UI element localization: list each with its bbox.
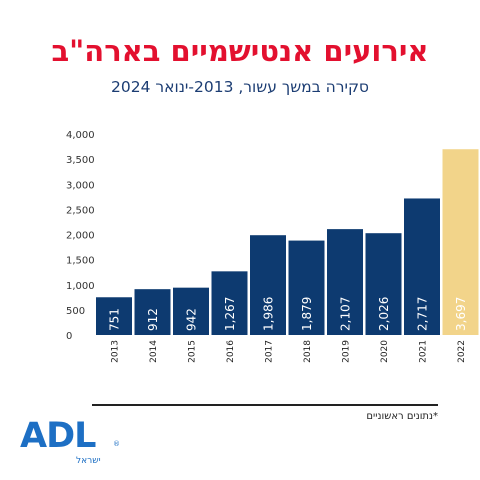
bar (327, 229, 363, 335)
bar (250, 235, 286, 335)
bar-value-label: 942 (184, 308, 198, 331)
adl-logo: ADL ® ישראל (20, 418, 130, 470)
y-tick-label: 1,000 (66, 281, 95, 292)
y-tick-label: 2,000 (66, 231, 95, 242)
bar-value-label: 2,107 (338, 297, 352, 331)
x-tick-label: 2022 (457, 340, 467, 363)
footer-divider (92, 404, 438, 406)
logo-subtitle: ישראל (76, 456, 101, 466)
bar-value-label: 1,267 (223, 297, 237, 331)
y-tick-label: 3,500 (66, 155, 95, 166)
x-tick-label: 2014 (149, 340, 159, 363)
y-tick-label: 500 (66, 306, 85, 317)
bar-value-label: 3,697 (454, 297, 468, 331)
bar (288, 240, 325, 335)
y-tick-label: 2,500 (66, 205, 95, 216)
y-tick-label: 0 (66, 331, 72, 342)
logo-text: ADL (20, 416, 96, 456)
bar-value-label: 1,879 (300, 297, 314, 331)
y-tick-label: 1,500 (66, 256, 95, 267)
bar (173, 287, 209, 335)
bar-value-label: 1,986 (261, 297, 275, 331)
footnote: *נתונים ראשוניים (366, 411, 438, 422)
bar (442, 149, 479, 335)
bar (96, 297, 132, 335)
bar-value-label: 2,026 (377, 297, 391, 331)
x-tick-label: 2020 (380, 340, 390, 363)
bar-value-label: 2,717 (415, 297, 429, 331)
x-tick-label: 2013 (110, 340, 120, 363)
bar-value-label: 751 (107, 308, 121, 331)
bar-chart: 0 500 1,000 1,500 2,000 2,500 3,000 3,500 4,000 7… (66, 130, 479, 363)
x-tick-label: 2018 (303, 340, 313, 363)
bar-value-label: 912 (146, 308, 160, 331)
x-tick-label: 2015 (187, 340, 197, 363)
chart-subtitle: סקירה במשך עשור, 2013-ינואר 2024 (111, 78, 369, 96)
chart-title: אירועים אנטישמיים בארה"ב (51, 34, 429, 68)
x-tick-label: 2017 (264, 340, 274, 363)
y-tick-label: 4,000 (66, 130, 95, 141)
bar (365, 233, 402, 335)
logo-registered-mark: ® (113, 440, 120, 448)
x-tick-label: 2019 (341, 340, 351, 363)
bar (134, 289, 171, 335)
y-tick-label: 3,000 (66, 180, 95, 191)
bar (404, 198, 440, 335)
bar (211, 271, 248, 335)
x-tick-label: 2021 (418, 340, 428, 363)
x-tick-label: 2016 (226, 340, 236, 363)
